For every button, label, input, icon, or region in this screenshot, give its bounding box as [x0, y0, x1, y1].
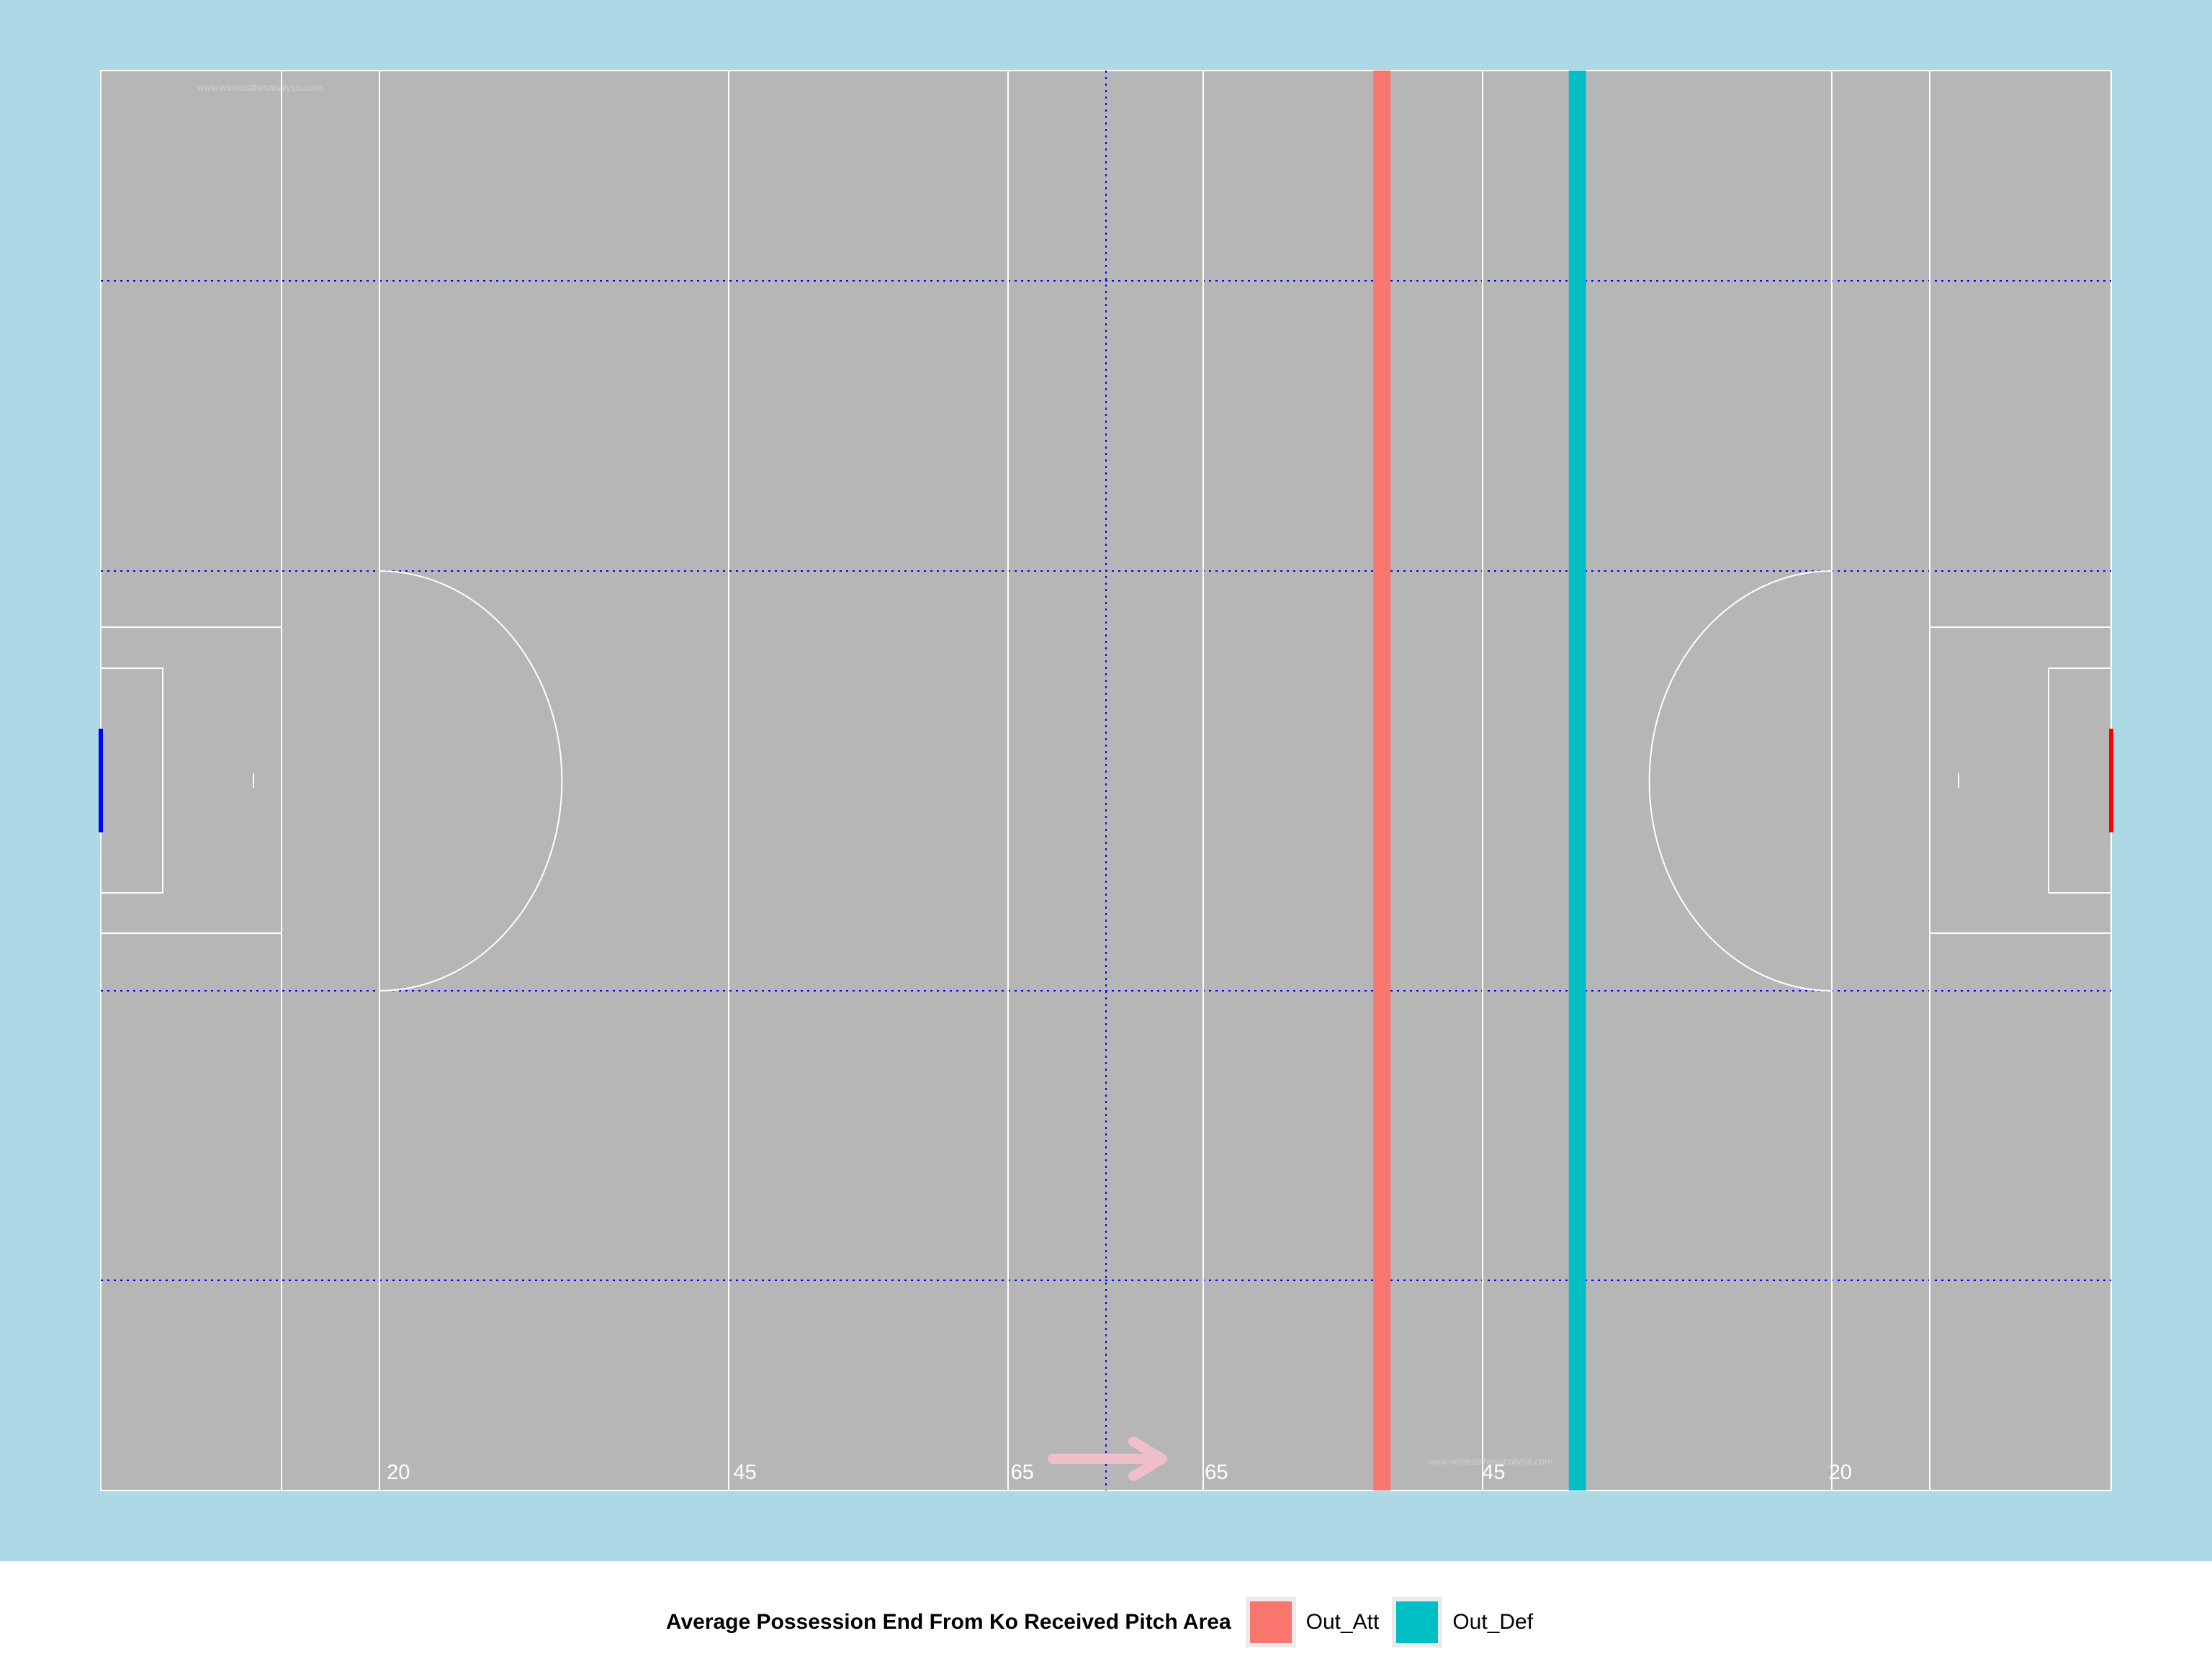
plot-panel: 20 45 65 65 45 20 www.witnessthesanalysis.com… [0, 0, 2212, 1561]
zone-grid [101, 71, 2111, 1491]
distance-label: 45 [1482, 1461, 1505, 1484]
distance-label: 65 [1205, 1461, 1228, 1484]
series-line-out-def [1568, 71, 1586, 1491]
arc-left [379, 570, 563, 992]
watermark-bottom: www.witnessthesanalysis.com [1426, 1456, 1552, 1467]
legend-key [1245, 1597, 1296, 1647]
distance-label: 45 [734, 1461, 757, 1484]
legend-swatch-out-att [1249, 1601, 1292, 1643]
pitch-surface [100, 70, 2112, 1491]
pitch-svg: 20 45 65 65 45 20 www.witnessthesanalysis.com… [99, 70, 2113, 1491]
pitch-markings [100, 71, 2112, 1491]
marker-labels: 20 45 65 65 45 20 [387, 1461, 1852, 1484]
legend-key [1392, 1597, 1443, 1647]
legend-title: Average Possession End From Ko Received … [665, 1610, 1231, 1634]
legend: Average Possession End From Ko Received … [0, 1597, 2212, 1647]
legend-swatch-out-def [1396, 1601, 1439, 1643]
arc-right [1648, 570, 1833, 992]
distance-label: 20 [1829, 1461, 1852, 1484]
legend-item-out-att: Out_Att [1245, 1597, 1380, 1647]
attack-direction-arrow-icon [1048, 1437, 1167, 1481]
series-line-out-att [1373, 71, 1391, 1491]
distance-label: 20 [387, 1461, 410, 1484]
series-layer [1373, 71, 1586, 1491]
legend-label-out-def: Out_Def [1452, 1610, 1534, 1634]
legend-label-out-att: Out_Att [1305, 1610, 1380, 1634]
distance-label: 65 [1011, 1461, 1034, 1484]
legend-item-out-def: Out_Def [1392, 1597, 1533, 1647]
watermark-top: www.witnessthesanalysis.com [197, 82, 323, 93]
